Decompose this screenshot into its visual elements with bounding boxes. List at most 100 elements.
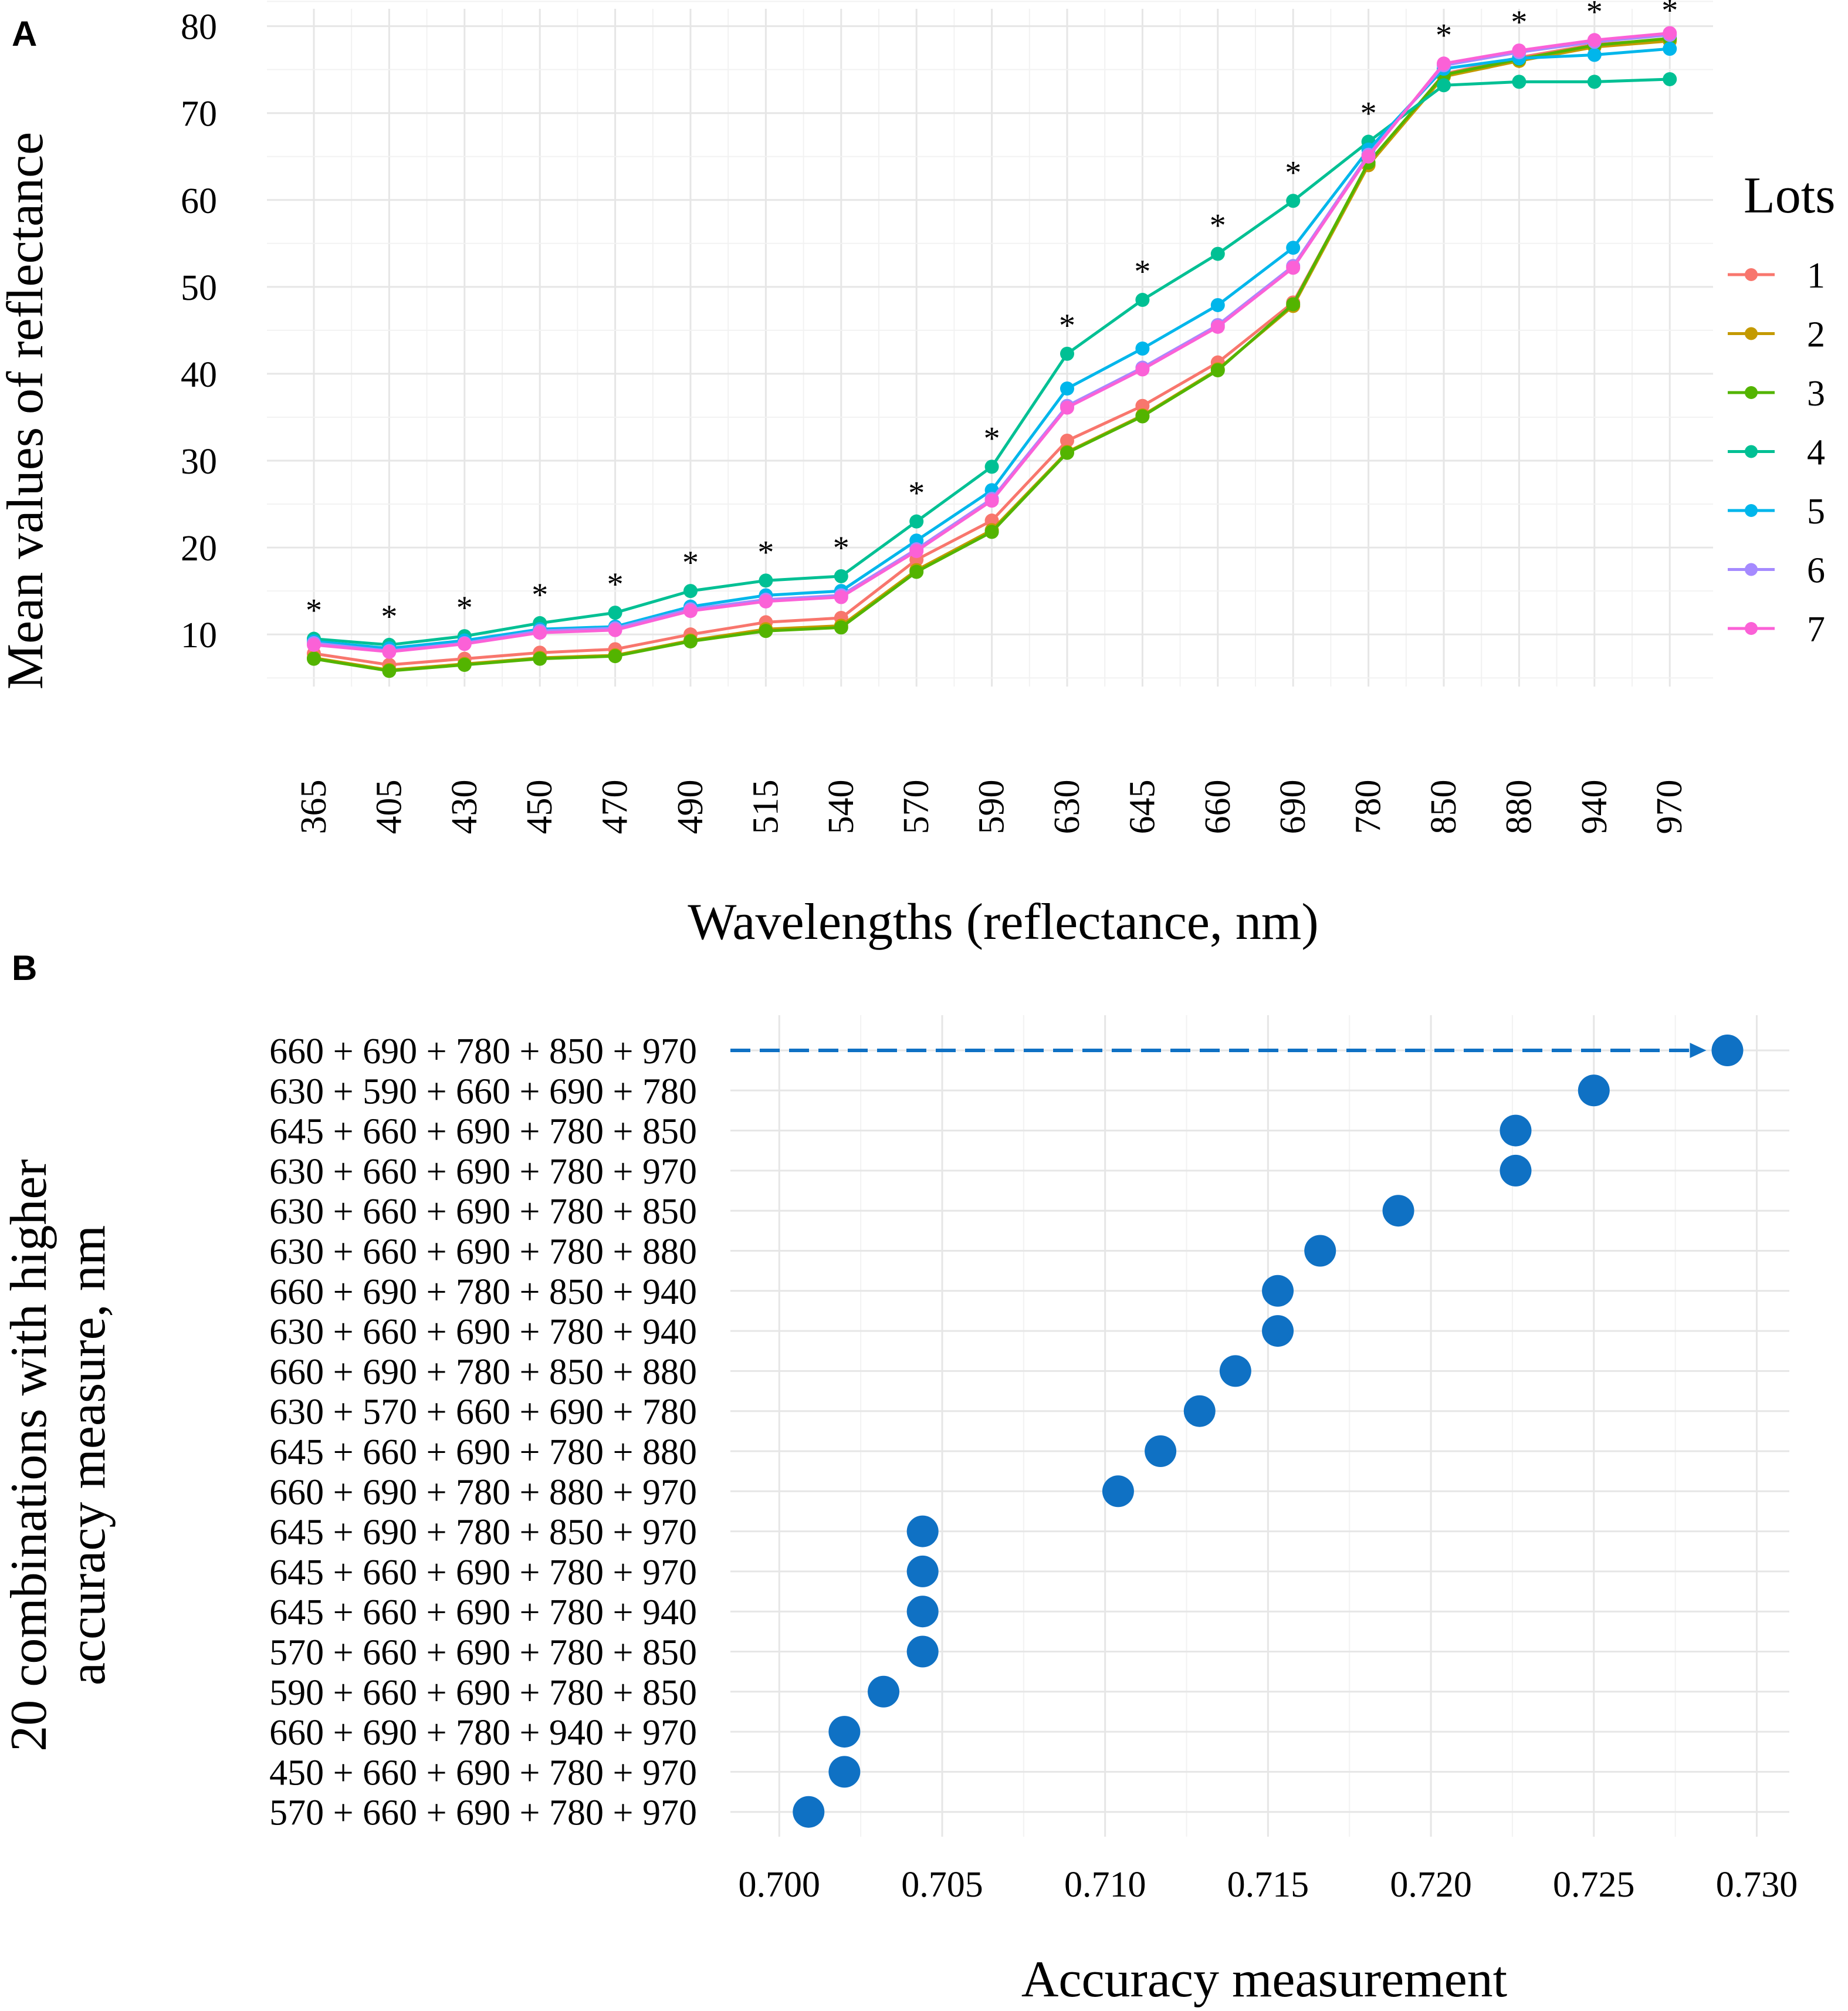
data-point-lot-5 [1135, 341, 1150, 356]
panel-a-significance-markers: * * * * * * * * * * * * * * * * * * * [306, 0, 1678, 635]
panel-a-x-tick-label: 630 [1047, 780, 1087, 834]
significance-star: * [1134, 254, 1150, 290]
data-point-lot-7 [608, 623, 622, 637]
significance-star: * [682, 545, 699, 581]
panel-b-y-tick-label: 630 + 590 + 660 + 690 + 780 [269, 1072, 697, 1111]
data-point-lot-5 [1210, 298, 1225, 312]
accuracy-point [906, 1555, 939, 1587]
data-point-lot-5 [1663, 42, 1677, 56]
significance-star: * [1511, 4, 1527, 40]
data-point-lot-7 [1210, 319, 1225, 334]
data-point-lot-3 [382, 664, 397, 678]
significance-star: * [1360, 96, 1377, 132]
panel-b-y-axis-title-line-2: accuracy measure, nm [59, 1225, 116, 1685]
panel-b-y-tick-label: 630 + 660 + 690 + 780 + 970 [269, 1152, 697, 1192]
data-point-lot-7 [834, 590, 848, 604]
panel-b-x-tick-label: 0.720 [1390, 1865, 1472, 1905]
panel-a-x-tick-label: 450 [520, 780, 560, 834]
panel-a-x-axis-title: Wavelengths (reflectance, nm) [688, 894, 1318, 951]
data-point-lot-4 [759, 573, 773, 588]
panel-a-x-tick-label: 490 [671, 780, 710, 834]
panel-a-y-tick-label: 40 [181, 355, 217, 395]
data-point-lot-4 [1060, 346, 1074, 361]
legend-label: 5 [1807, 492, 1825, 532]
panel-b-y-tick-label: 630 + 660 + 690 + 780 + 880 [269, 1232, 697, 1272]
data-point-lot-7 [1437, 56, 1451, 71]
significance-star: * [1436, 17, 1452, 53]
data-point-lot-3 [457, 657, 472, 672]
panel-b-y-tick-label: 630 + 570 + 660 + 690 + 780 [269, 1393, 697, 1432]
data-point-lot-3 [1286, 297, 1301, 312]
data-point-lot-4 [1135, 293, 1150, 307]
significance-star: * [306, 593, 322, 629]
data-point-lot-7 [1587, 33, 1602, 48]
panel-a-x-tick-label: 590 [972, 780, 1012, 834]
legend-item-lot-2: 2 [1728, 315, 1825, 355]
data-point-lot-3 [533, 651, 547, 666]
series-lot-7 [307, 26, 1677, 659]
legend-key-point [1745, 504, 1758, 517]
legend-label: 6 [1807, 551, 1825, 591]
data-point-lot-5 [1286, 241, 1301, 255]
panel-a-y-tick-label: 70 [181, 94, 217, 134]
data-point-lot-3 [683, 634, 698, 648]
accuracy-point [1500, 1154, 1532, 1187]
accuracy-point [1382, 1195, 1414, 1227]
data-point-lot-4 [1210, 246, 1225, 261]
panel-a-y-tick-label: 20 [181, 529, 217, 569]
panel-b-x-tick-label: 0.730 [1716, 1865, 1798, 1905]
significance-star: * [1586, 0, 1603, 30]
legend-item-lot-4: 4 [1728, 433, 1825, 473]
data-point-lot-3 [759, 624, 773, 638]
data-point-lot-3 [1210, 363, 1225, 377]
panel-a-x-tick-label: 365 [294, 780, 334, 834]
legend-item-lot-3: 3 [1728, 374, 1825, 414]
data-point-lot-3 [909, 565, 924, 579]
data-point-lot-4 [909, 514, 924, 529]
accuracy-point [906, 1635, 939, 1668]
panel-b-y-tick-label: 645 + 660 + 690 + 780 + 970 [269, 1553, 697, 1593]
data-point-lot-4 [834, 569, 848, 583]
accuracy-point [1145, 1435, 1177, 1467]
panel-b-y-tick-label: 645 + 660 + 690 + 780 + 940 [269, 1593, 697, 1633]
data-point-lot-7 [683, 604, 698, 618]
panel-b-y-tick-label: 630 + 660 + 690 + 780 + 940 [269, 1312, 697, 1352]
accuracy-point [1304, 1235, 1336, 1267]
panel-b-points [793, 1035, 1744, 1828]
panel-a-label: A [12, 14, 37, 53]
panel-a-x-tick-label: 470 [595, 780, 635, 834]
data-point-lot-7 [759, 594, 773, 609]
panel-b-y-tick-label: 645 + 660 + 690 + 780 + 850 [269, 1112, 697, 1152]
legend-key-point [1745, 327, 1758, 340]
panel-b-y-tick-label: 570 + 660 + 690 + 780 + 850 [269, 1633, 697, 1673]
highlight-arrow-head [1690, 1043, 1707, 1058]
data-point-lot-4 [1512, 75, 1527, 89]
data-point-lot-7 [382, 644, 397, 659]
significance-star: * [532, 577, 548, 613]
legend-label: 2 [1807, 315, 1825, 355]
accuracy-point [1219, 1355, 1251, 1387]
accuracy-point [793, 1796, 825, 1828]
significance-star: * [456, 590, 473, 626]
panel-a-x-tick-label: 940 [1575, 780, 1615, 834]
data-point-lot-7 [1060, 400, 1074, 415]
panel-a-x-tick-label: 515 [746, 780, 786, 834]
panel-b-x-axis-title: Accuracy measurement [1021, 1951, 1507, 2008]
panel-a-y-tick-label: 30 [181, 442, 217, 482]
legend-item-lot-6: 6 [1728, 551, 1825, 591]
accuracy-point [906, 1515, 939, 1547]
panel-a-y-axis-title: Mean values of reflectance [0, 132, 54, 690]
legend-label: 3 [1807, 374, 1825, 414]
data-point-lot-4 [1587, 75, 1602, 89]
panel-b-label: B [12, 948, 37, 988]
panel-b-y-tick-label: 660 + 690 + 780 + 940 + 970 [269, 1713, 697, 1753]
panel-a-y-tick-label: 10 [181, 616, 217, 655]
legend-key-point [1745, 563, 1758, 576]
panel-b-y-tick-label: 450 + 660 + 690 + 780 + 970 [269, 1753, 697, 1793]
panel-a-y-tick-label: 50 [181, 268, 217, 308]
accuracy-point [1102, 1475, 1134, 1508]
significance-star: * [757, 534, 774, 570]
